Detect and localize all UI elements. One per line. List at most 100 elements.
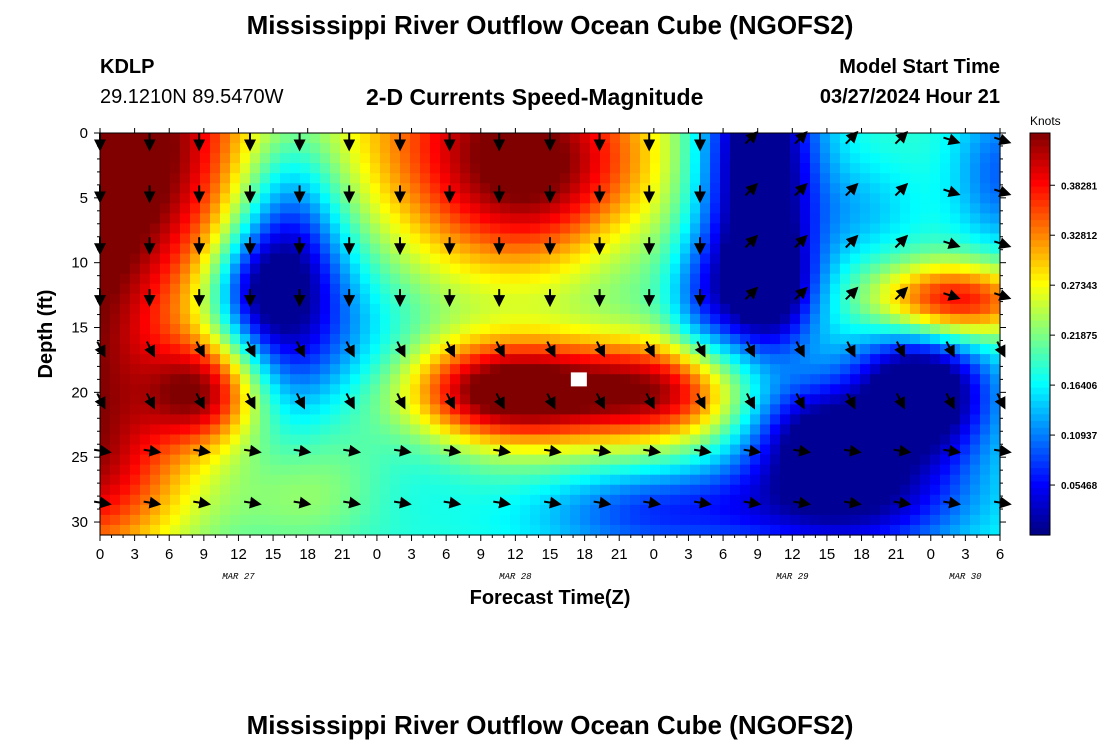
heatmap-cell xyxy=(830,263,841,275)
heatmap-cell xyxy=(330,183,341,194)
heatmap-cell xyxy=(170,364,181,375)
heatmap-cell xyxy=(150,263,161,275)
heatmap-cell xyxy=(500,514,511,526)
heatmap-cell xyxy=(230,303,241,315)
heatmap-cell xyxy=(860,263,871,275)
heatmap-cell xyxy=(340,283,351,295)
heatmap-cell xyxy=(150,334,161,345)
heatmap-cell xyxy=(800,334,811,345)
heatmap-cell xyxy=(340,464,351,476)
heatmap-cell xyxy=(300,484,311,496)
heatmap-cell xyxy=(560,213,571,225)
heatmap-cell xyxy=(380,414,391,426)
heatmap-cell xyxy=(610,364,621,375)
heatmap-cell xyxy=(430,524,441,536)
heatmap-cell xyxy=(280,344,291,355)
heatmap-cell xyxy=(100,283,111,295)
heatmap-cell xyxy=(350,384,361,395)
heatmap-cell xyxy=(330,223,341,235)
heatmap-cell xyxy=(410,283,421,295)
heatmap-cell xyxy=(540,354,551,365)
heatmap-cell xyxy=(660,183,671,194)
heatmap-cell xyxy=(580,133,591,144)
heatmap-cell xyxy=(810,434,821,446)
heatmap-cell xyxy=(140,163,151,174)
heatmap-cell xyxy=(770,163,781,174)
heatmap-cell xyxy=(190,173,201,184)
heatmap-cell xyxy=(610,524,621,536)
heatmap-cell xyxy=(350,434,361,446)
heatmap-cell xyxy=(610,384,621,395)
heatmap-cell xyxy=(810,183,821,194)
heatmap-cell xyxy=(400,364,411,375)
heatmap-cell xyxy=(350,213,361,225)
heatmap-cell xyxy=(440,253,451,265)
heatmap-cell xyxy=(790,243,801,255)
heatmap-cell xyxy=(870,133,881,144)
heatmap-cell xyxy=(510,344,521,355)
heatmap-cell xyxy=(690,424,701,436)
heatmap-cell xyxy=(250,263,261,275)
heatmap-cell xyxy=(920,303,931,315)
heatmap-cell xyxy=(660,133,671,144)
heatmap-cell xyxy=(290,233,301,245)
heatmap-cell xyxy=(940,303,951,315)
heatmap-cell xyxy=(570,504,581,516)
heatmap-cell xyxy=(360,334,371,345)
heatmap-cell xyxy=(270,414,281,426)
heatmap-cell xyxy=(510,143,521,154)
heatmap-cell xyxy=(620,273,631,285)
heatmap-cell xyxy=(530,414,541,426)
heatmap-cell xyxy=(820,484,831,496)
heatmap-cell xyxy=(910,444,921,456)
heatmap-cell xyxy=(170,243,181,255)
heatmap-cell xyxy=(710,514,721,526)
heatmap-cell xyxy=(560,133,571,144)
heatmap-cell xyxy=(680,414,691,426)
heatmap-cell xyxy=(660,434,671,446)
heatmap-cell xyxy=(460,213,471,225)
heatmap-cell xyxy=(970,394,981,405)
heatmap-cell xyxy=(340,524,351,536)
heatmap-cell xyxy=(450,484,461,496)
heatmap-cell xyxy=(860,253,871,265)
heatmap-cell xyxy=(430,263,441,275)
heatmap-cell xyxy=(710,444,721,456)
heatmap-cell xyxy=(510,203,521,214)
heatmap-cell xyxy=(120,273,131,285)
heatmap-cell xyxy=(210,454,221,466)
heatmap-cell xyxy=(530,303,541,315)
heatmap-cell xyxy=(660,173,671,184)
heatmap-cell xyxy=(990,414,1001,426)
heatmap-cell xyxy=(860,454,871,466)
heatmap-cell xyxy=(410,203,421,214)
heatmap-cell xyxy=(200,203,211,214)
heatmap-cell xyxy=(530,524,541,536)
heatmap-cell xyxy=(310,394,321,405)
heatmap-cell xyxy=(560,484,571,496)
heatmap-cell xyxy=(880,203,891,214)
heatmap-cell xyxy=(160,494,171,506)
heatmap-cell xyxy=(990,474,1001,486)
heatmap-cell xyxy=(940,213,951,225)
heatmap-cell xyxy=(450,424,461,436)
heatmap-cell xyxy=(890,494,901,506)
heatmap-cell xyxy=(760,313,771,325)
heatmap-cell xyxy=(570,394,581,405)
heatmap-cell xyxy=(890,464,901,476)
heatmap-cell xyxy=(330,323,341,335)
heatmap-cell xyxy=(870,384,881,395)
heatmap-cell xyxy=(100,193,111,204)
heatmap-cell xyxy=(170,334,181,345)
heatmap-cell xyxy=(550,213,561,225)
heatmap-cell xyxy=(600,303,611,315)
heatmap-cell xyxy=(780,133,791,144)
heatmap-cell xyxy=(480,153,491,164)
heatmap-cell xyxy=(320,364,331,375)
heatmap-cell xyxy=(380,163,391,174)
heatmap-cell xyxy=(120,173,131,184)
heatmap-cell xyxy=(720,303,731,315)
heatmap-cell xyxy=(160,183,171,194)
heatmap-cell xyxy=(880,374,891,385)
x-tick-label: 0 xyxy=(373,546,381,563)
